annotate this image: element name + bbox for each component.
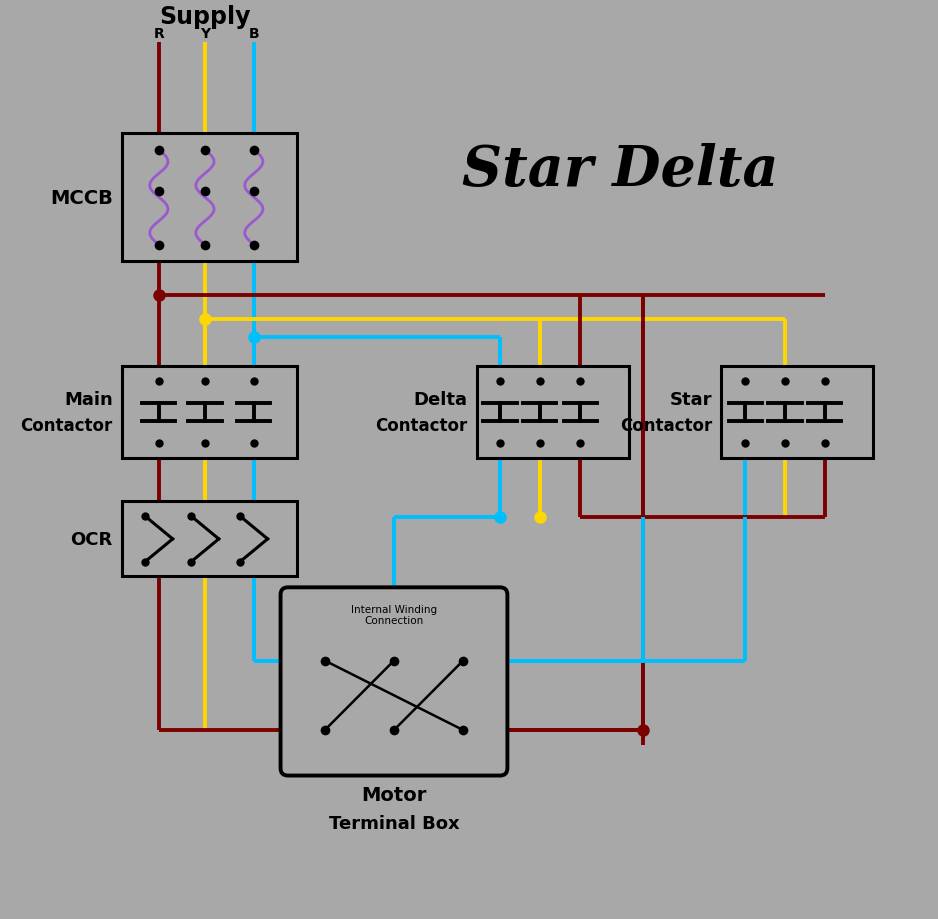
Text: OCR: OCR — [70, 530, 113, 549]
FancyBboxPatch shape — [122, 367, 297, 458]
Text: Terminal Box: Terminal Box — [328, 814, 460, 832]
FancyBboxPatch shape — [477, 367, 629, 458]
Text: Supply: Supply — [159, 6, 250, 29]
Text: MCCB: MCCB — [50, 188, 113, 208]
Text: Contactor: Contactor — [620, 416, 712, 434]
Text: B: B — [249, 27, 259, 41]
Text: Y: Y — [200, 27, 210, 41]
FancyBboxPatch shape — [721, 367, 873, 458]
Text: Contactor: Contactor — [21, 416, 113, 434]
FancyBboxPatch shape — [122, 502, 297, 577]
Text: Contactor: Contactor — [375, 416, 468, 434]
Text: Delta: Delta — [414, 391, 468, 409]
FancyBboxPatch shape — [280, 587, 507, 776]
Text: R: R — [154, 27, 164, 41]
FancyBboxPatch shape — [122, 134, 297, 262]
Text: Motor: Motor — [361, 785, 427, 804]
Text: Star Delta: Star Delta — [461, 143, 779, 198]
Text: Internal Winding
Connection: Internal Winding Connection — [351, 604, 437, 626]
Text: Star: Star — [670, 391, 712, 409]
Text: Main: Main — [64, 391, 113, 409]
